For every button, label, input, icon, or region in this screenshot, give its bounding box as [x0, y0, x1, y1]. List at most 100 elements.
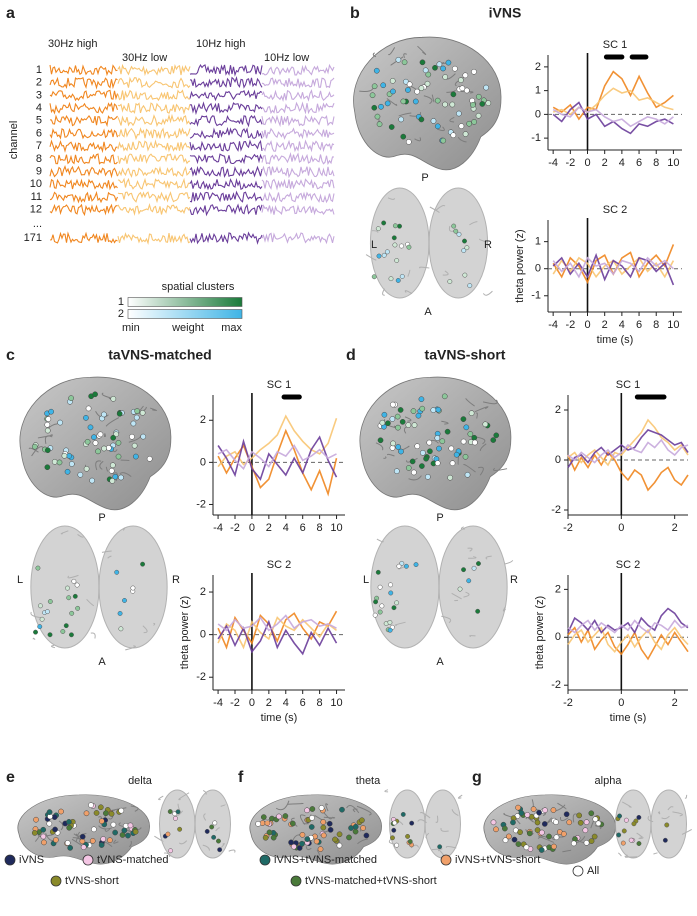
eeg-trace: [117, 76, 191, 89]
electrode: [472, 439, 478, 446]
gyrus: [203, 813, 207, 821]
electrode: [359, 817, 365, 824]
series-line: [217, 444, 337, 471]
gyrus: [175, 810, 184, 817]
electrode: [67, 845, 74, 851]
colorbar: [127, 309, 243, 319]
chart-title: SC 1: [603, 39, 627, 51]
series-line: [217, 619, 338, 656]
channel-label: 9: [36, 166, 42, 178]
electrode: [376, 253, 382, 259]
electrode: [91, 826, 97, 833]
x-tick-label: 8: [653, 319, 659, 331]
gyrus: [559, 817, 569, 822]
brain-top: [370, 525, 514, 649]
electrode: [460, 438, 467, 445]
eeg-trace: [117, 127, 191, 141]
gyrus: [325, 803, 329, 812]
electrode: [289, 820, 296, 827]
electrode: [320, 824, 327, 831]
gyrus: [90, 632, 96, 639]
channel-label: 171: [24, 232, 42, 244]
eeg-trace: [117, 166, 191, 178]
electrode: [216, 838, 221, 844]
electrode: [89, 838, 96, 844]
gyrus: [101, 392, 111, 399]
gyrus: [323, 816, 336, 819]
gyrus: [661, 815, 670, 820]
electrode: [318, 805, 325, 811]
electrode: [392, 242, 398, 248]
gyrus: [130, 805, 139, 812]
electrode: [391, 235, 397, 241]
electrode: [403, 563, 409, 569]
electrode: [93, 810, 100, 816]
electrode: [445, 59, 452, 66]
electrode: [390, 835, 395, 841]
gyrus: [228, 849, 236, 853]
gyrus: [375, 442, 384, 451]
brain-surface: [353, 36, 502, 171]
x-tick-label: 6: [636, 157, 642, 169]
y-tick-label: 2: [555, 404, 561, 416]
electrode: [462, 453, 469, 460]
gyrus: [123, 527, 126, 531]
electrode: [459, 85, 466, 92]
electrode: [101, 411, 107, 418]
electrode: [110, 395, 117, 402]
electrode: [440, 137, 447, 144]
gyrus: [387, 47, 396, 56]
chart-title: SC 2: [267, 559, 291, 571]
electrode: [47, 632, 53, 638]
eeg-trace: [189, 153, 263, 165]
condition-label: 10Hz high: [196, 38, 246, 50]
electrode: [425, 71, 432, 78]
electrode: [381, 411, 388, 418]
electrode: [461, 567, 466, 573]
series-line: [567, 429, 689, 468]
electrode: [101, 445, 107, 452]
electrode: [255, 821, 261, 827]
gyrus: [164, 852, 171, 858]
electrode: [398, 116, 404, 123]
x-tick-label: 2: [672, 697, 678, 709]
eeg-trace: [189, 139, 263, 152]
electrode: [132, 453, 139, 460]
electrode: [108, 810, 115, 817]
electrode: [377, 584, 383, 590]
electrode: [371, 83, 378, 90]
electrode: [524, 812, 531, 818]
electrode: [400, 811, 406, 817]
electrode: [542, 807, 548, 814]
electrode: [53, 837, 59, 843]
electrode: [373, 599, 379, 605]
y-tick-label: -2: [196, 498, 206, 510]
electrode: [266, 829, 273, 836]
channel-label: 1: [36, 64, 42, 76]
eeg-trace: [261, 114, 335, 128]
gyrus: [202, 844, 210, 851]
electrode: [129, 433, 135, 440]
electrode: [453, 228, 459, 234]
electrode: [83, 810, 90, 817]
electrode: [621, 828, 627, 834]
brain-lateral: [19, 376, 172, 511]
series-line: [567, 451, 689, 492]
y-axis-label: theta power (z): [179, 596, 191, 669]
gyrus: [404, 290, 413, 295]
electrode: [336, 831, 343, 838]
electrode: [631, 821, 637, 827]
panel-title: taVNS-matched: [108, 347, 211, 363]
orientation-label: L: [371, 239, 377, 251]
electrode: [385, 420, 391, 427]
orientation-label: A: [98, 656, 106, 668]
panel-letter: c: [6, 347, 15, 364]
electrode: [46, 820, 53, 827]
electrode: [449, 460, 456, 467]
y-tick-label: 0: [555, 454, 561, 466]
electrode: [397, 407, 404, 413]
brain-top: [154, 789, 236, 859]
x-tick-label: -2: [565, 319, 575, 331]
electrode: [47, 599, 53, 604]
